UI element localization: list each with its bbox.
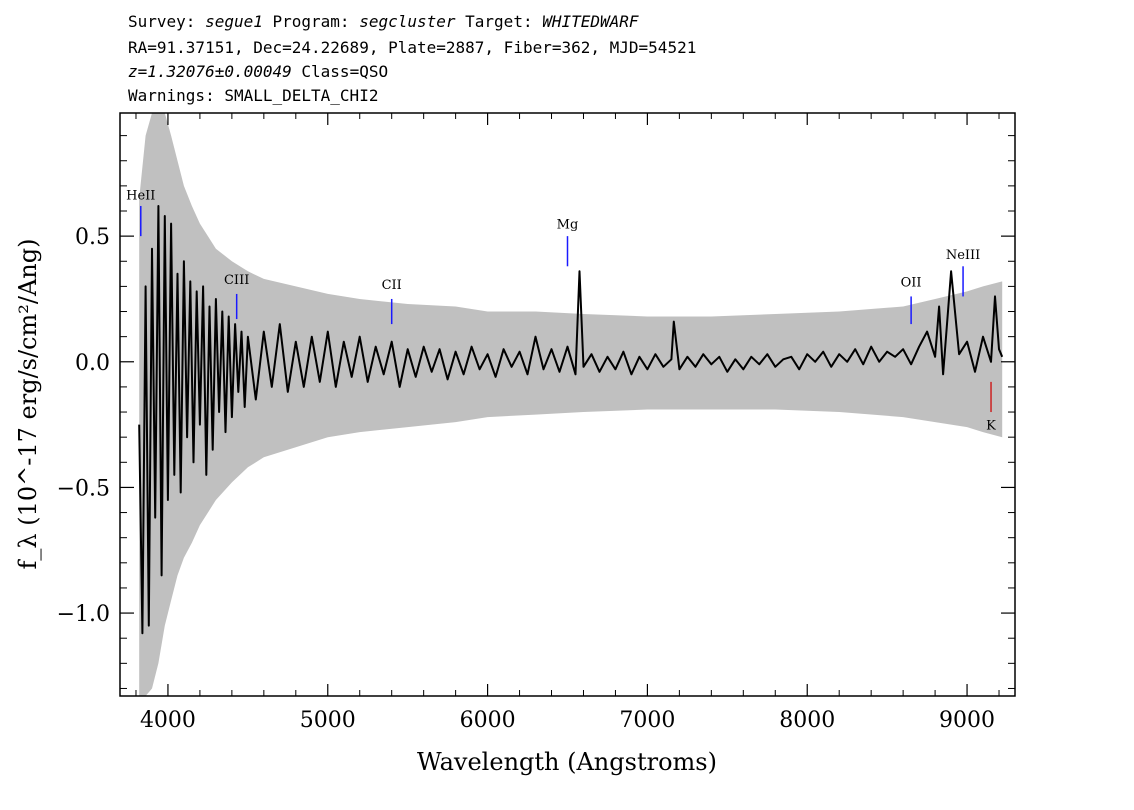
x-tick-label: 8000 bbox=[779, 708, 835, 733]
header-line-1: Survey: segue1 Program: segcluster Targe… bbox=[128, 12, 639, 32]
target-label: Target: bbox=[455, 12, 543, 31]
line-label-k: K bbox=[986, 419, 996, 434]
x-tick-label: 5000 bbox=[300, 708, 356, 733]
y-axis-label: f_λ (10^-17 erg/s/cm²/Ang) bbox=[14, 239, 42, 570]
survey-value: segue1 bbox=[205, 12, 263, 31]
target-value: WHITEDWARF bbox=[542, 12, 639, 31]
x-tick-label: 9000 bbox=[939, 708, 995, 733]
survey-label: Survey: bbox=[128, 12, 206, 31]
line-label-ciii: CIII bbox=[224, 273, 249, 288]
line-label-neiii: NeIII bbox=[946, 248, 980, 263]
line-label-oii: OII bbox=[901, 275, 922, 290]
line-label-cii: CII bbox=[382, 278, 402, 293]
y-tick-label: 0.5 bbox=[75, 225, 110, 250]
header-line-4: Warnings: SMALL_DELTA_CHI2 bbox=[128, 86, 379, 105]
header-line-3: z=1.32076±0.00049 Class=QSO bbox=[128, 62, 388, 82]
plot-frame bbox=[119, 112, 1016, 697]
program-label: Program: bbox=[262, 12, 360, 31]
flux-line bbox=[138, 205, 1004, 635]
x-tick-label: 4000 bbox=[140, 708, 196, 733]
y-tick-label: 0.0 bbox=[75, 351, 110, 376]
y-tick-label: −1.0 bbox=[57, 602, 110, 627]
line-label-mg: Mg bbox=[557, 218, 579, 233]
header-line-2: RA=91.37151, Dec=24.22689, Plate=2887, F… bbox=[128, 38, 697, 57]
redshift-value: z=1.32076±0.00049 bbox=[128, 62, 292, 81]
error-band bbox=[139, 113, 1003, 696]
line-label-heii: HeII bbox=[126, 189, 155, 204]
x-tick-label: 6000 bbox=[460, 708, 516, 733]
y-tick-label: −0.5 bbox=[57, 476, 110, 501]
program-value: segcluster bbox=[359, 12, 456, 31]
x-axis-label: Wavelength (Angstroms) bbox=[417, 748, 717, 776]
x-tick-label: 7000 bbox=[619, 708, 675, 733]
class-value: Class=QSO bbox=[291, 62, 389, 81]
